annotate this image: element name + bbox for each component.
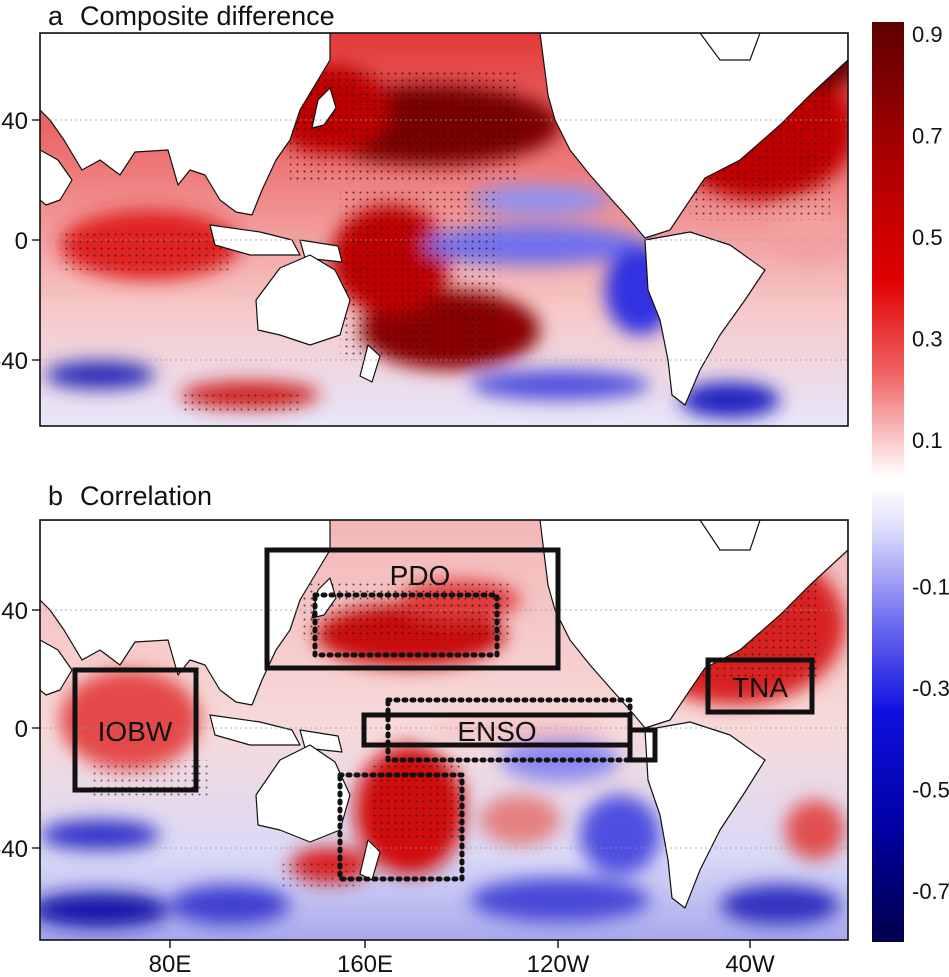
panel-a: a Composite difference [0, 1, 849, 427]
swp-dotted-box [337, 772, 465, 882]
iobw-label: IOBW [98, 716, 173, 747]
iobw-box [72, 667, 199, 793]
panel-b-letter: b [48, 481, 63, 511]
enso-dotted-box [385, 697, 633, 763]
lon-tick-120w: 120W [527, 951, 590, 977]
panel-b-lat-tick-0: 0 [15, 716, 28, 743]
panel-b-frame [39, 519, 849, 941]
pdo-inner-dotted-box [312, 592, 500, 658]
colorbar-label: -0.1 [912, 575, 949, 600]
panel-a-lat-tick-40n: 40 [1, 108, 28, 135]
colorbar-label: -0.7 [912, 879, 949, 904]
panel-a-lat-tick-0: 0 [15, 228, 28, 255]
panel-a-letter: a [48, 1, 64, 31]
colorbar-label: 0.3 [912, 327, 943, 352]
tna-box [705, 657, 815, 715]
colorbar-label: 0.9 [912, 22, 943, 47]
panel-b-lat-tick-40s: -40 [0, 836, 28, 863]
panel-b: b Correlation [0, 481, 849, 977]
panel-b-map [40, 520, 848, 940]
colorbar-label: -0.3 [912, 676, 949, 701]
colorbar-label: 0.5 [912, 225, 943, 250]
panel-b-title: Correlation [80, 481, 212, 511]
enso-label: ENSO [457, 716, 536, 747]
colorbar-label: 0.1 [912, 428, 943, 453]
panel-b-lat-tick-40n: 40 [1, 598, 28, 625]
pdo-box [264, 547, 561, 671]
pdo-label: PDO [390, 560, 451, 591]
panel-a-frame [39, 32, 849, 427]
panel-a-lat-tick-40s: -40 [0, 348, 28, 375]
panel-a-title: Composite difference [80, 1, 335, 31]
colorbar: 0.90.70.50.30.1-0.1-0.3-0.5-0.7-0.9 [872, 22, 949, 942]
lon-tick-160e: 160E [337, 951, 393, 977]
tna-label: TNA [732, 672, 788, 703]
lon-tick-40w: 40W [725, 951, 775, 977]
colorbar-label: -0.5 [912, 778, 949, 803]
lon-tick-80e: 80E [149, 951, 192, 977]
panel-a-map [40, 33, 848, 426]
colorbar-label: 0.7 [912, 124, 943, 149]
colorbar-gradient [872, 22, 904, 942]
